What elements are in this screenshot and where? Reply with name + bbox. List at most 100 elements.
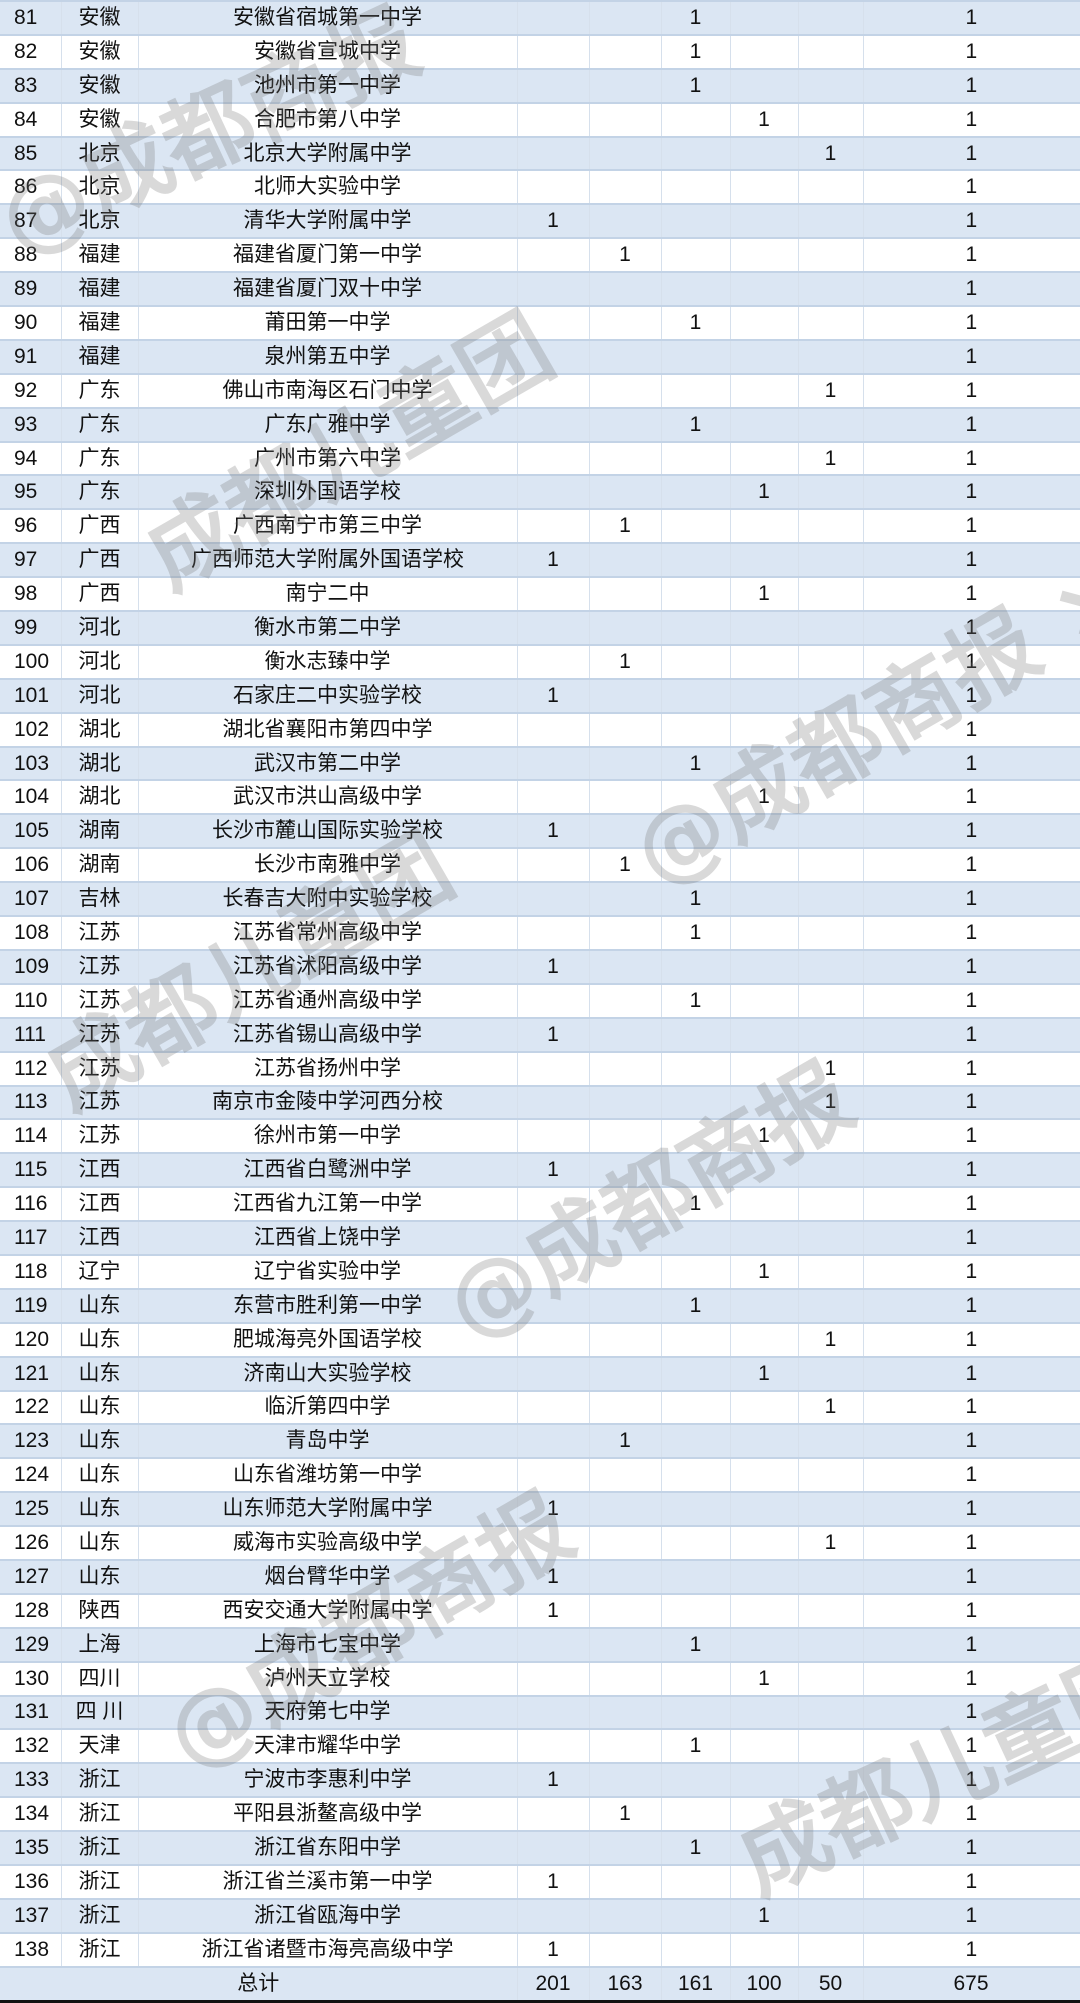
province-cell: 江苏 <box>61 948 139 984</box>
row-number: 95 <box>0 474 62 510</box>
count-cell <box>589 1660 662 1696</box>
province-cell: 山东 <box>61 1287 139 1323</box>
count-cell <box>589 1355 662 1391</box>
row-number: 81 <box>0 0 62 35</box>
row-total-cell: 1 <box>863 1728 1080 1764</box>
school-name-cell: 肥城海亮外国语学校 <box>138 1321 518 1357</box>
count-cell <box>517 1118 590 1154</box>
total-label: 总计 <box>0 1965 518 2003</box>
row-total-cell: 1 <box>863 1186 1080 1222</box>
row-number: 118 <box>0 1253 62 1289</box>
count-cell <box>589 745 662 781</box>
total-value: 100 <box>730 1965 799 2003</box>
province-cell: 吉林 <box>61 881 139 917</box>
school-name-cell: 浙江省瓯海中学 <box>138 1897 518 1933</box>
province-cell: 广西 <box>61 542 139 578</box>
count-cell <box>730 1050 799 1086</box>
row-total-cell: 1 <box>863 101 1080 137</box>
row-number: 93 <box>0 406 62 442</box>
count-cell: 1 <box>589 847 662 883</box>
school-name-cell: 山东师范大学附属中学 <box>138 1491 518 1527</box>
table-row: 118 辽宁 辽宁省实验中学 1 1 <box>0 1253 1080 1289</box>
count-cell <box>798 881 864 917</box>
row-total-cell: 1 <box>863 474 1080 510</box>
count-cell <box>798 1728 864 1764</box>
table-row: 83 安徽 池州市第一中学 1 1 <box>0 67 1080 103</box>
school-name-cell: 南京市金陵中学河西分校 <box>138 1084 518 1120</box>
count-cell <box>517 779 590 815</box>
row-number: 130 <box>0 1660 62 1696</box>
count-cell: 1 <box>517 1931 590 1967</box>
count-cell <box>661 440 731 476</box>
province-cell: 广东 <box>61 406 139 442</box>
count-cell <box>589 1863 662 1899</box>
row-total-cell: 1 <box>863 0 1080 35</box>
count-cell <box>661 1084 731 1120</box>
province-cell: 湖南 <box>61 847 139 883</box>
count-cell: 1 <box>798 372 864 408</box>
count-cell <box>661 338 731 374</box>
count-cell: 1 <box>730 1660 799 1696</box>
school-name-cell: 北师大实验中学 <box>138 169 518 205</box>
row-total-cell: 1 <box>863 1457 1080 1493</box>
province-cell: 浙江 <box>61 1796 139 1832</box>
count-cell <box>730 0 799 35</box>
count-cell <box>589 576 662 612</box>
count-cell <box>589 101 662 137</box>
count-cell <box>798 508 864 544</box>
count-cell <box>730 1762 799 1798</box>
count-cell <box>589 1050 662 1086</box>
table-row: 93 广东 广东广雅中学 1 1 <box>0 406 1080 442</box>
count-cell <box>661 711 731 747</box>
row-total-cell: 1 <box>863 33 1080 69</box>
province-cell: 湖北 <box>61 779 139 815</box>
count-cell <box>589 1186 662 1222</box>
count-cell <box>730 610 799 645</box>
count-cell <box>589 406 662 442</box>
count-cell <box>589 1287 662 1323</box>
count-cell <box>589 915 662 950</box>
count-cell <box>730 33 799 69</box>
school-name-cell: 浙江省诸暨市海亮高级中学 <box>138 1931 518 1967</box>
table-row: 95 广东 深圳外国语学校 1 1 <box>0 474 1080 510</box>
count-cell <box>661 1050 731 1086</box>
count-cell <box>730 915 799 950</box>
row-total-cell: 1 <box>863 1321 1080 1357</box>
count-cell: 1 <box>517 1863 590 1899</box>
table-row: 88 福建 福建省厦门第一中学 1 1 <box>0 237 1080 273</box>
count-cell <box>730 1389 799 1425</box>
count-cell <box>798 1152 864 1188</box>
count-cell <box>730 1830 799 1865</box>
row-total-cell: 1 <box>863 1118 1080 1154</box>
row-number: 100 <box>0 643 62 679</box>
count-cell <box>798 779 864 815</box>
province-cell: 安徽 <box>61 0 139 35</box>
count-cell <box>798 101 864 137</box>
row-number: 134 <box>0 1796 62 1832</box>
count-cell <box>589 1592 662 1628</box>
count-cell <box>589 1016 662 1052</box>
province-cell: 陕西 <box>61 1592 139 1628</box>
count-cell <box>517 610 590 645</box>
table-row: 135 浙江 浙江省东阳中学 1 1 <box>0 1830 1080 1865</box>
row-total-cell: 1 <box>863 1796 1080 1832</box>
count-cell <box>798 1830 864 1865</box>
row-number: 122 <box>0 1389 62 1425</box>
count-cell <box>517 440 590 476</box>
row-total-cell: 1 <box>863 982 1080 1018</box>
count-cell <box>661 237 731 273</box>
province-cell: 江苏 <box>61 915 139 950</box>
count-cell <box>517 1660 590 1696</box>
count-cell <box>661 1457 731 1493</box>
count-cell <box>798 677 864 713</box>
school-name-cell: 浙江省东阳中学 <box>138 1830 518 1865</box>
table-row: 137 浙江 浙江省瓯海中学 1 1 <box>0 1897 1080 1933</box>
row-total-cell: 1 <box>863 881 1080 917</box>
row-number: 136 <box>0 1863 62 1899</box>
province-cell: 四 川 <box>61 1694 139 1730</box>
table-row: 114 江苏 徐州市第一中学 1 1 <box>0 1118 1080 1154</box>
count-cell: 1 <box>730 1355 799 1391</box>
count-cell <box>517 1423 590 1459</box>
count-cell <box>730 677 799 713</box>
row-total-cell: 1 <box>863 1355 1080 1391</box>
